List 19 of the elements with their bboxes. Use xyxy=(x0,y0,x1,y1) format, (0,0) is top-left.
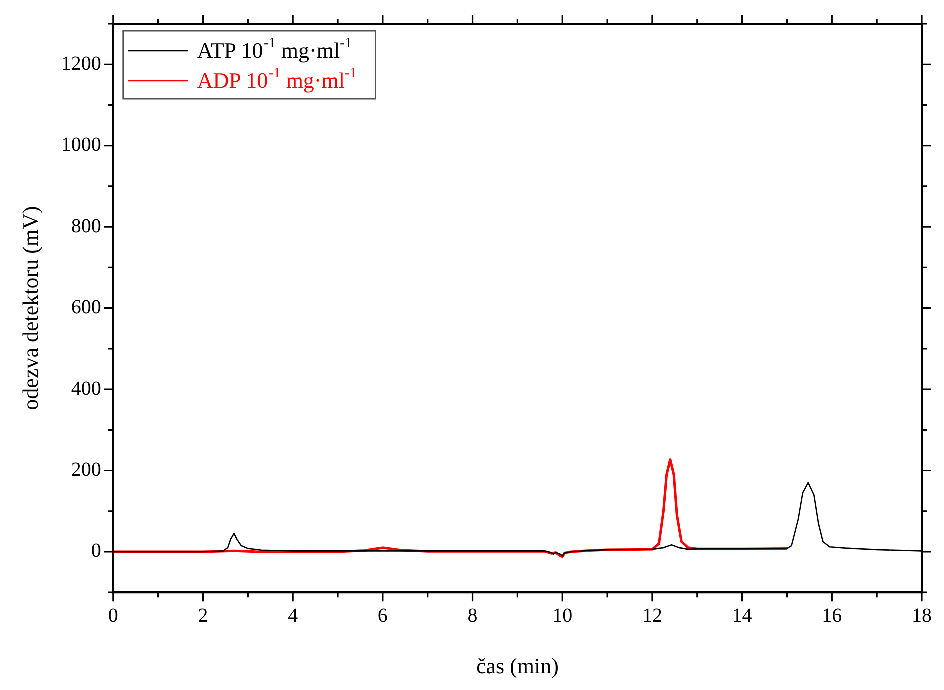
x-tick-label: 16 xyxy=(822,604,842,627)
x-tick-label: 18 xyxy=(912,604,932,627)
y-tick-label: 400 xyxy=(71,378,102,400)
x-tick-label: 6 xyxy=(378,604,388,627)
x-tick-label: 12 xyxy=(642,604,662,627)
x-tick-label: 0 xyxy=(108,604,118,627)
x-tick-label: 4 xyxy=(288,604,298,627)
x-tick-label: 14 xyxy=(732,604,752,627)
x-tick-label: 10 xyxy=(552,604,573,627)
x-tick-label: 8 xyxy=(468,604,478,627)
x-axis-title: čas (min) xyxy=(476,654,559,679)
y-tick-label: 800 xyxy=(71,215,102,238)
y-tick-label: 1000 xyxy=(61,134,102,156)
x-tick-label: 2 xyxy=(198,604,208,627)
y-tick-label: 1200 xyxy=(61,52,102,75)
y-tick-label: 0 xyxy=(91,540,102,562)
y-tick-label: 600 xyxy=(71,296,102,319)
y-axis-title: odezva detektoru (mV) xyxy=(18,206,43,410)
y-tick-label: 200 xyxy=(71,459,102,482)
